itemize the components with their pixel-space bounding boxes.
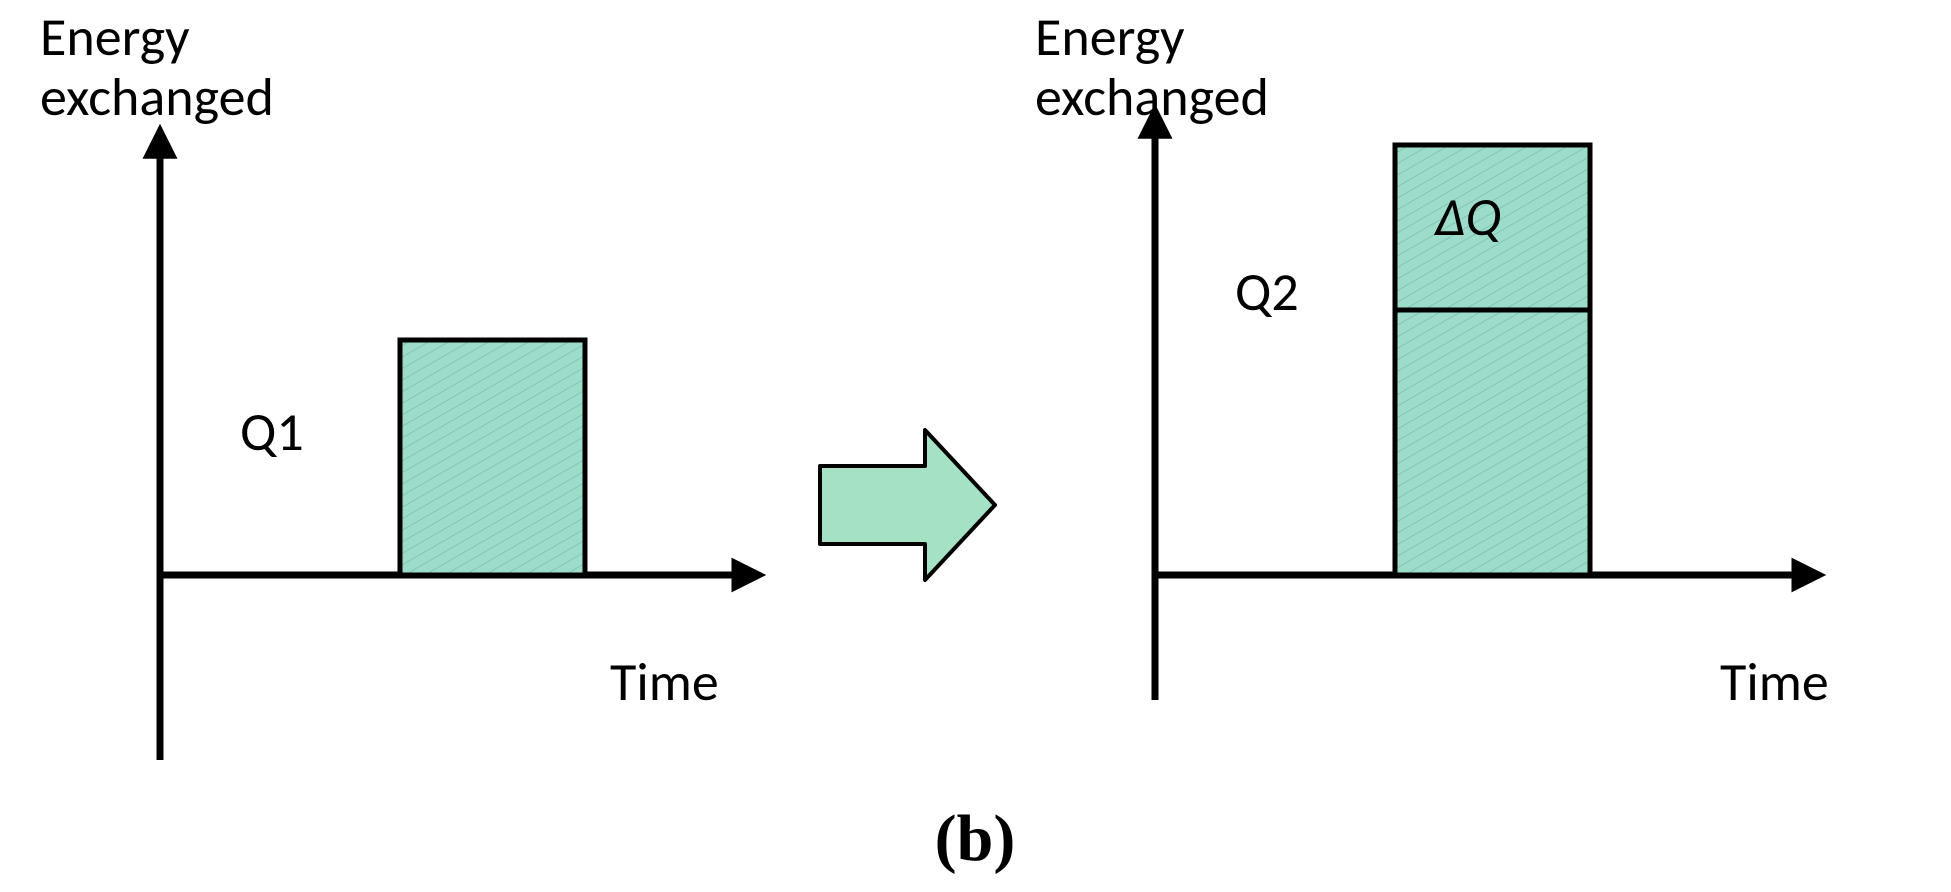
x-axis-label: Time <box>610 649 719 715</box>
delta-q-label: ΔQ <box>1433 184 1501 250</box>
bar-q1 <box>400 340 585 575</box>
y-axis-label: Energy <box>40 4 190 70</box>
y-axis-label: Energy <box>1035 4 1185 70</box>
transition-arrow-icon <box>820 430 995 580</box>
y-axis-label: exchanged <box>1035 64 1269 130</box>
panel-caption: (b) <box>935 802 1016 875</box>
x-axis-label: Time <box>1720 649 1829 715</box>
q1-label: Q1 <box>240 399 304 465</box>
q2-label: Q2 <box>1235 259 1299 325</box>
y-axis-label: exchanged <box>40 64 274 130</box>
